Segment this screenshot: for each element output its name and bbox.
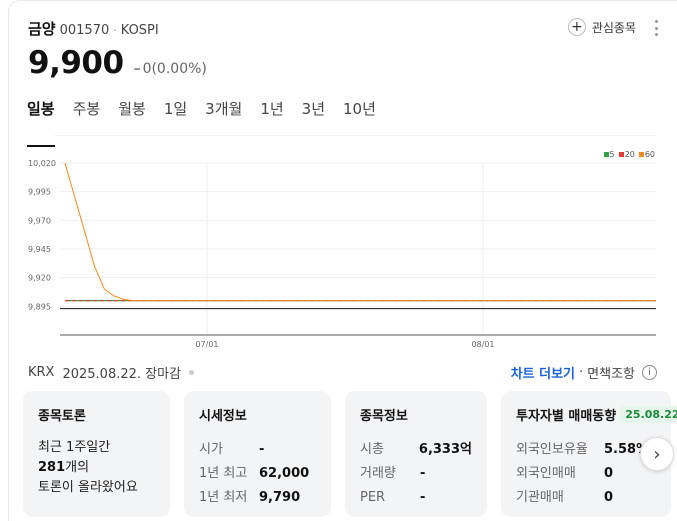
info-row-per: PER -: [360, 490, 426, 505]
stock-name[interactable]: 금양: [28, 20, 56, 38]
price-change: – 0(0.00%): [134, 61, 207, 77]
quote-row-52w-low: 1년 최저 9,790: [199, 490, 301, 505]
discussion-card[interactable]: 종목토론 최근 1주일간 281개의 토론이 올라왔어요: [23, 391, 170, 517]
period-tabs: 일봉 주봉 월봉 1일 3개월 1년 3년 10년: [27, 98, 394, 147]
tabs-divider: [55, 135, 656, 136]
y-tick-label: 9,895: [28, 302, 51, 311]
footer-links: 차트 더보기 · 면책조항 i: [511, 363, 657, 382]
investor-row-foreign-trade: 외국인매매 0: [516, 466, 614, 481]
info-row-market-cap: 시총 6,333억: [360, 442, 472, 457]
discussion-text: 최근 1주일간 281개의 토론이 올라왔어요: [38, 438, 155, 498]
discussion-line1: 최근 1주일간: [38, 440, 111, 455]
card-title: 종목토론: [38, 409, 86, 424]
market-datetime: 2025.08.22. 장마감: [62, 367, 182, 382]
y-tick-label: 9,995: [28, 188, 51, 197]
current-price: 9,900: [28, 45, 124, 81]
add-favorite-button[interactable]: + 관심종목: [567, 18, 636, 36]
investor-card[interactable]: 투자자별 매매동향 25.08.22 외국인보유율 5.58% 외국인매매 0 기관매…: [501, 391, 677, 517]
status-dot-icon: [189, 370, 195, 375]
ma60-line: [64, 162, 656, 302]
price-change-value: 0(0.00%): [142, 61, 207, 77]
info-card[interactable]: 종목정보 시총 6,333억 거래량 - PER -: [345, 391, 487, 517]
exchange-label: KRX: [28, 365, 55, 380]
card-title: 시세정보: [199, 409, 247, 424]
tab-3year[interactable]: 3년: [301, 100, 326, 118]
unchanged-icon: –: [133, 61, 141, 77]
y-tick-label: 9,970: [28, 216, 51, 225]
x-tick-label: 08/01: [471, 340, 494, 349]
quote-row-open: 시가 -: [199, 442, 265, 457]
investor-row-foreign-ratio: 외국인보유율 5.58%: [516, 442, 650, 457]
chevron-right-icon[interactable]: ›: [640, 437, 674, 471]
panel-frame: [8, 0, 677, 521]
legend-item-ma20: 20: [618, 150, 635, 159]
tab-10year[interactable]: 10년: [343, 100, 376, 118]
quote-row-52w-high: 1년 최고 62,000: [199, 466, 310, 481]
tab-monthly[interactable]: 월봉: [118, 100, 146, 118]
discussion-line3: 토론이 올라왔어요: [38, 480, 138, 495]
info-row-volume: 거래량 -: [360, 466, 426, 481]
card-title: 투자자별 매매동향 25.08.22: [516, 405, 677, 424]
tab-3month[interactable]: 3개월: [205, 100, 243, 118]
more-vertical-icon[interactable]: [653, 20, 659, 36]
footer-separator: ·: [579, 365, 584, 380]
chart-legend: 5 20 60: [603, 150, 655, 159]
market-status: KRX 2025.08.22. 장마감: [28, 363, 195, 382]
price-row: 9,900 – 0(0.00%): [28, 45, 207, 81]
favorite-label: 관심종목: [591, 20, 636, 35]
discussion-line2: 281개의: [38, 458, 155, 478]
chart-more-link[interactable]: 차트 더보기: [510, 367, 576, 382]
stock-code: 001570: [59, 23, 110, 38]
date-badge: 25.08.22: [620, 406, 677, 423]
discussion-count: 281: [38, 460, 66, 475]
stock-header: 금양 001570 · KOSPI 9,900 – 0(0.00%): [28, 18, 207, 81]
summary-cards: 종목토론 최근 1주일간 281개의 토론이 올라왔어요 시세정보 시가 - 1년…: [23, 391, 677, 517]
stock-market: KOSPI: [120, 23, 159, 38]
quote-card[interactable]: 시세정보 시가 - 1년 최고 62,000 1년 최저 9,790: [184, 391, 331, 517]
card-title: 종목정보: [360, 409, 408, 424]
discussion-count-suffix: 개의: [65, 460, 90, 475]
tab-1day[interactable]: 1일: [163, 100, 188, 118]
y-tick-label: 9,920: [28, 274, 51, 283]
investor-row-institution-trade: 기관매매 0: [516, 490, 614, 505]
x-tick-label: 07/01: [195, 340, 218, 349]
tab-daily[interactable]: 일봉: [27, 98, 55, 147]
legend-item-ma60: 60: [638, 150, 655, 159]
y-tick-label: 10,020: [28, 159, 56, 168]
disclaimer-link[interactable]: 면책조항: [587, 367, 635, 382]
chart-footer: KRX 2025.08.22. 장마감 차트 더보기 · 면책조항 i: [28, 363, 657, 382]
stock-name-row: 금양 001570 · KOSPI: [28, 18, 207, 39]
separator-dot: ·: [113, 24, 117, 37]
info-icon[interactable]: i: [642, 365, 657, 380]
price-chart[interactable]: 10,020 9,995 9,970 9,945 9,920 9,895 07/01 08/0…: [0, 145, 677, 355]
plus-circle-icon: +: [567, 18, 586, 36]
y-tick-label: 9,945: [28, 245, 51, 254]
tab-1year[interactable]: 1년: [260, 100, 284, 118]
legend-item-ma5: 5: [603, 150, 615, 159]
tab-weekly[interactable]: 주봉: [72, 100, 101, 118]
